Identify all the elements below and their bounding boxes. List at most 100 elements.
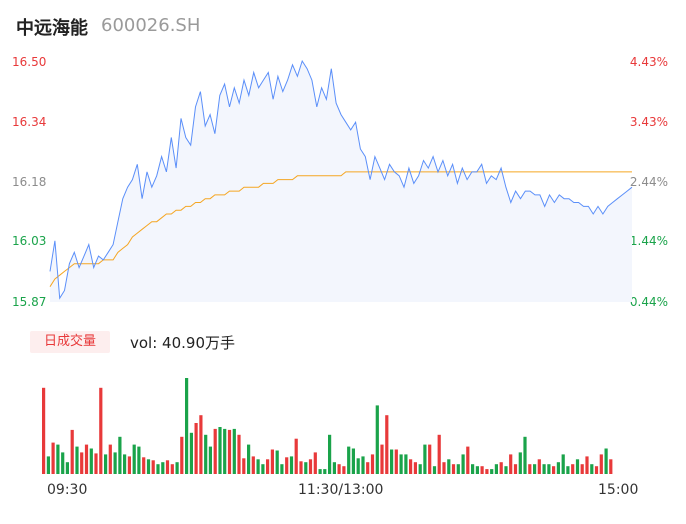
volume-bar	[542, 464, 546, 474]
volume-bar	[75, 446, 79, 474]
y-right-tick: 0.44%	[629, 295, 668, 309]
volume-bar	[375, 405, 379, 474]
volume-bar	[156, 464, 160, 474]
volume-bar	[390, 449, 394, 474]
volume-bar	[432, 466, 437, 474]
volume-bar	[227, 429, 232, 474]
volume-bar	[523, 436, 527, 474]
volume-bar	[580, 464, 584, 474]
volume-bar	[528, 464, 532, 474]
y-right-tick: 1.44%	[629, 234, 668, 248]
volume-bar	[189, 432, 193, 474]
volume-bar	[547, 464, 551, 474]
volume-bar	[113, 452, 117, 474]
volume-bar	[599, 454, 603, 474]
volume-bar	[566, 466, 570, 474]
volume-bar	[251, 456, 255, 474]
volume-bar	[299, 461, 303, 474]
volume-bar	[123, 454, 127, 474]
volume-bar	[585, 456, 589, 474]
volume-bar	[423, 444, 427, 474]
volume-bar	[132, 444, 136, 474]
volume-bar	[451, 464, 456, 474]
volume-bar	[170, 464, 174, 474]
volume-bar	[323, 469, 327, 474]
volume-bar	[127, 456, 131, 474]
volume-bar	[594, 466, 599, 474]
volume-bar	[318, 469, 322, 474]
volume-bar	[304, 462, 308, 474]
price-area	[50, 61, 632, 302]
volume-bar	[313, 452, 317, 474]
volume-bar	[208, 446, 212, 474]
volume-bar	[84, 444, 89, 474]
volume-bar	[471, 464, 475, 474]
volume-bar	[294, 438, 298, 474]
stock-name: 中远海能	[16, 18, 88, 39]
volume-bar	[342, 466, 346, 474]
volume-bar	[447, 459, 451, 474]
y-right-tick: 2.44%	[629, 175, 668, 189]
volume-bar	[266, 459, 270, 474]
price-line	[49, 59, 633, 300]
stock-code: 600026.SH	[101, 15, 201, 36]
volume-summary: vol: 40.90万手	[130, 334, 235, 352]
volume-bar	[509, 454, 513, 474]
volume-bar	[223, 428, 227, 474]
volume-bar	[366, 462, 370, 474]
volume-bar	[247, 444, 251, 474]
volume-bar	[461, 454, 465, 474]
volume-bar	[51, 442, 55, 474]
volume-bar	[513, 464, 518, 474]
y-left-tick: 16.03	[12, 234, 47, 248]
volume-bar	[380, 444, 384, 474]
volume-bar	[218, 427, 222, 474]
volume-bar	[261, 464, 265, 474]
volume-bar	[552, 466, 556, 474]
volume-bar	[232, 428, 236, 474]
volume-bar	[213, 428, 217, 474]
volume-bar	[285, 457, 289, 474]
volume-bar	[590, 464, 594, 474]
volume-bar	[70, 429, 74, 474]
volume-bar	[337, 464, 341, 474]
volume-tab[interactable]: 日成交量	[30, 331, 110, 353]
volume-bar	[137, 446, 141, 474]
volume-bar	[399, 454, 403, 474]
volume-bar	[180, 436, 184, 474]
volume-bar	[494, 464, 498, 474]
volume-bar	[347, 446, 351, 474]
volume-bar	[356, 458, 360, 474]
volume-bar	[256, 459, 260, 474]
volume-bar	[194, 423, 198, 474]
x-tick-noon: 11:30/13:00	[298, 482, 384, 498]
volume-bar	[199, 415, 203, 474]
volume-bar	[480, 466, 484, 474]
volume-bar	[404, 454, 408, 474]
volume-bar	[385, 415, 389, 474]
volume-bar	[185, 378, 189, 474]
volume-bar	[42, 387, 46, 474]
volume-bar	[108, 444, 112, 474]
volume-bar	[442, 462, 446, 474]
volume-bar	[280, 464, 284, 474]
volume-bar	[485, 469, 489, 474]
volume-bar	[413, 462, 417, 474]
volume-bar	[575, 459, 580, 474]
x-tick-close: 15:00	[598, 482, 639, 498]
volume-bar	[437, 434, 441, 474]
volume-bar	[204, 434, 208, 474]
volume-bar	[161, 462, 165, 474]
volume-bar	[308, 459, 313, 474]
y-left-tick: 16.34	[12, 115, 47, 129]
volume-bar	[89, 448, 93, 474]
volume-bar	[104, 454, 108, 474]
volume-bar	[165, 460, 170, 474]
volume-bar	[361, 456, 365, 474]
volume-bar	[118, 436, 122, 474]
volume-bar	[65, 462, 69, 474]
volume-bar	[275, 450, 279, 474]
volume-bar	[80, 452, 84, 474]
average-price-line	[49, 171, 632, 287]
